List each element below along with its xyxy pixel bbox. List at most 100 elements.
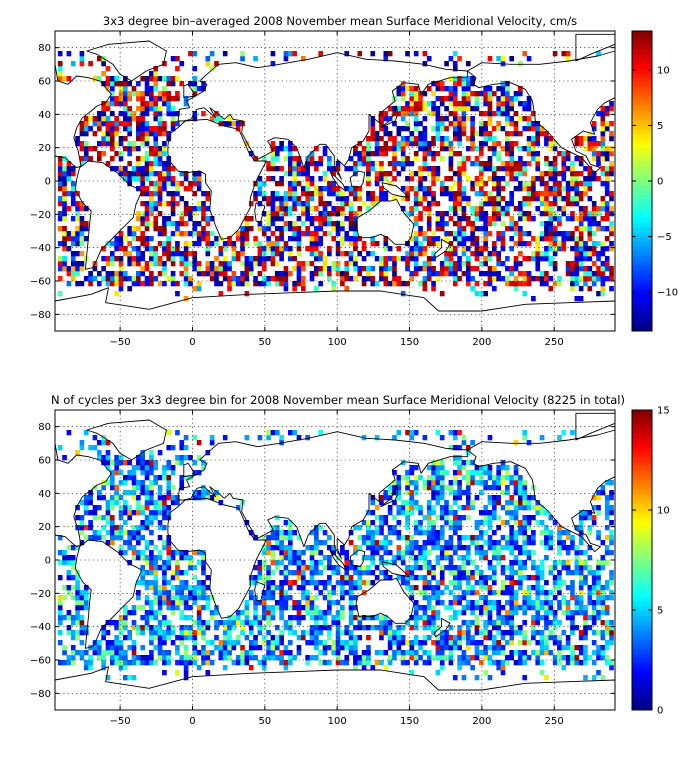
data-cell <box>75 211 80 217</box>
data-cell <box>548 630 554 636</box>
data-cell <box>318 51 323 57</box>
data-cell <box>162 281 167 287</box>
data-cell <box>157 520 163 526</box>
data-cell <box>483 141 488 147</box>
data-cell <box>474 615 480 621</box>
data-cell <box>75 630 80 636</box>
data-cell <box>379 545 384 551</box>
data-cell <box>539 585 545 591</box>
data-cell <box>292 231 297 237</box>
data-cell <box>439 490 445 496</box>
data-cell <box>296 181 302 187</box>
data-cell <box>348 156 354 162</box>
data-cell <box>344 570 350 576</box>
data-cell <box>474 535 480 541</box>
data-cell <box>474 161 480 167</box>
data-cell <box>409 540 415 546</box>
data-cell <box>505 131 510 137</box>
data-cell <box>274 181 280 187</box>
data-cell <box>405 106 410 112</box>
data-cell <box>452 76 458 82</box>
data-cell <box>235 236 241 242</box>
data-cell <box>470 620 475 626</box>
data-cell <box>279 630 284 636</box>
data-cell <box>305 545 310 551</box>
data-cell <box>175 121 180 127</box>
data-cell <box>344 186 350 192</box>
data-cell <box>70 266 76 272</box>
data-cell <box>66 630 72 636</box>
data-cell <box>149 166 154 172</box>
data-cell <box>496 166 501 172</box>
data-cell <box>496 540 501 546</box>
data-cell <box>127 121 132 127</box>
data-cell <box>461 126 467 132</box>
data-cell <box>509 540 515 546</box>
data-cell <box>374 660 380 666</box>
colorbar-segment <box>632 274 652 280</box>
data-cell <box>149 650 154 656</box>
data-cell <box>136 595 141 601</box>
data-cell <box>201 211 206 217</box>
data-cell <box>157 196 163 202</box>
data-cell <box>257 615 263 621</box>
data-cell <box>496 211 501 217</box>
data-cell <box>361 580 367 586</box>
data-cell <box>396 625 402 631</box>
data-cell <box>587 585 593 591</box>
data-cell <box>149 555 154 561</box>
data-cell <box>179 580 185 586</box>
data-cell <box>318 610 323 616</box>
data-cell <box>565 56 571 62</box>
data-cell <box>483 655 488 661</box>
data-cell <box>287 520 293 526</box>
data-cell <box>548 231 554 237</box>
data-cell <box>570 585 575 591</box>
data-cell <box>461 630 467 636</box>
data-cell <box>587 590 593 596</box>
data-cell <box>539 276 545 282</box>
data-cell <box>570 655 575 661</box>
data-cell <box>431 156 436 162</box>
data-cell <box>175 550 180 556</box>
data-cell <box>201 595 206 601</box>
data-cell <box>400 655 406 661</box>
data-cell <box>244 236 250 242</box>
coastline <box>177 52 468 180</box>
data-cell <box>448 86 454 92</box>
data-cell <box>92 510 98 516</box>
data-cell <box>283 545 289 551</box>
data-cell <box>266 221 271 227</box>
data-cell <box>448 101 454 107</box>
data-cell <box>552 281 558 287</box>
data-cell <box>201 590 206 596</box>
data-cell <box>257 660 263 666</box>
data-cell <box>209 51 215 57</box>
data-cell <box>370 196 376 202</box>
data-cell <box>153 575 159 581</box>
data-cell <box>452 251 458 257</box>
data-cell <box>448 525 454 531</box>
data-cell <box>244 216 250 222</box>
data-cell <box>109 126 115 132</box>
data-cell <box>83 665 89 671</box>
data-cell <box>565 545 571 551</box>
data-cell <box>578 261 584 267</box>
data-cell <box>140 266 146 272</box>
data-cell <box>144 500 150 506</box>
data-cell <box>318 560 323 566</box>
data-cell <box>505 500 510 506</box>
data-cell <box>70 256 76 262</box>
data-cell <box>379 166 384 172</box>
data-cell <box>383 540 389 546</box>
data-cell <box>396 485 402 491</box>
data-cell <box>400 96 406 102</box>
data-cell <box>131 111 137 117</box>
data-cell <box>231 640 237 646</box>
data-cell <box>57 660 63 666</box>
data-cell <box>444 550 449 556</box>
data-cell <box>157 171 163 177</box>
data-cell <box>353 216 358 222</box>
data-cell <box>175 605 180 611</box>
data-cell <box>531 146 536 152</box>
